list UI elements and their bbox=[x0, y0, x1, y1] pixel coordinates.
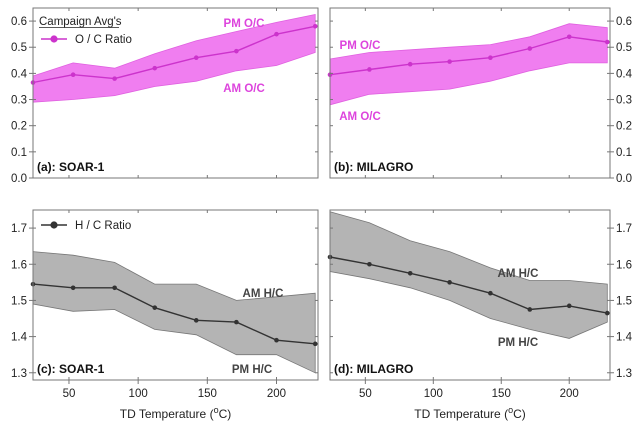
series-line bbox=[329, 36, 608, 76]
y-tick-label: 1.5 bbox=[616, 295, 632, 307]
data-point bbox=[234, 319, 239, 325]
y-tick-label: 0.1 bbox=[11, 147, 27, 159]
band-lower-label: AM O/C bbox=[223, 83, 265, 95]
y-tick-label: 1.4 bbox=[616, 332, 633, 344]
plot-frame bbox=[32, 7, 319, 179]
y-tick-label: 0.5 bbox=[11, 42, 27, 54]
y-tick-label: 0.0 bbox=[11, 173, 27, 185]
plot-frame bbox=[329, 7, 611, 179]
data-point bbox=[407, 270, 413, 276]
y-tick-label: 0.2 bbox=[11, 121, 27, 133]
data-point bbox=[604, 310, 610, 316]
y-tick-label: 0.3 bbox=[11, 95, 27, 107]
band-lower-label: PM H/C bbox=[498, 337, 538, 349]
x-axis-label: TD Temperature (oC) bbox=[414, 405, 526, 421]
plot-frame bbox=[32, 209, 319, 381]
y-tick-label: 1.3 bbox=[11, 368, 27, 380]
data-point bbox=[604, 39, 610, 45]
y-tick-label: 0.5 bbox=[616, 42, 632, 54]
panel-a: 0.0 0.1 0.2 0.3 0.4 0.5 0.6 (a): SOAR-1 PM O/C AM… bbox=[11, 7, 319, 185]
legend-label: O / C Ratio bbox=[75, 34, 132, 46]
data-point bbox=[112, 76, 117, 81]
data-point bbox=[312, 24, 318, 29]
y-tick-label: 1.4 bbox=[11, 332, 28, 344]
x-tick-label: 200 bbox=[560, 388, 579, 400]
x-tick-label: 50 bbox=[63, 388, 76, 400]
y-tick-label: 1.6 bbox=[616, 259, 632, 271]
series-line bbox=[32, 283, 316, 345]
series-line bbox=[329, 256, 608, 314]
data-point bbox=[367, 67, 372, 72]
data-point bbox=[152, 305, 158, 310]
y-tick-label: 0.6 bbox=[11, 16, 27, 28]
data-point bbox=[566, 303, 572, 309]
panel-label: (c): SOAR-1 bbox=[37, 362, 105, 376]
data-point bbox=[152, 65, 158, 71]
y-tick-label: 1.7 bbox=[616, 223, 632, 235]
panel-label: (a): SOAR-1 bbox=[37, 160, 105, 174]
x-tick-label: 100 bbox=[129, 388, 148, 400]
data-point bbox=[312, 341, 318, 347]
band-upper-label: AM H/C bbox=[243, 288, 284, 300]
band-upper-label: AM H/C bbox=[498, 268, 539, 280]
data-point bbox=[112, 285, 117, 291]
x-tick-label: 150 bbox=[492, 388, 511, 400]
panel-label: (b): MILAGRO bbox=[334, 160, 413, 174]
data-point bbox=[193, 55, 199, 60]
range-band bbox=[329, 23, 608, 106]
y-tick-label: 0.6 bbox=[616, 16, 632, 28]
y-tick-label: 0.3 bbox=[616, 95, 632, 107]
data-point bbox=[527, 46, 533, 51]
legend-label: H / C Ratio bbox=[75, 220, 131, 232]
y-tick-label: 1.6 bbox=[11, 259, 27, 271]
legend-marker bbox=[50, 35, 58, 43]
data-point bbox=[234, 48, 239, 54]
y-tick-label: 0.1 bbox=[616, 147, 632, 159]
legend-title: Campaign Avg's bbox=[39, 16, 122, 28]
band-lower-label: PM H/C bbox=[232, 364, 272, 376]
x-tick-label: 150 bbox=[198, 388, 217, 400]
series-line bbox=[32, 25, 316, 84]
data-point bbox=[488, 290, 493, 296]
x-axis-label: TD Temperature (oC) bbox=[120, 405, 232, 421]
range-band bbox=[329, 211, 608, 339]
band-upper-label: PM O/C bbox=[340, 40, 381, 52]
y-tick-label: 0.4 bbox=[616, 68, 633, 80]
panel-d: 1.3 1.4 1.5 1.6 1.7 50 100 150 200 TD Temperature… bbox=[327, 209, 633, 421]
data-point bbox=[274, 337, 279, 343]
data-point bbox=[407, 61, 413, 67]
data-point bbox=[70, 285, 76, 291]
data-point bbox=[193, 318, 199, 323]
y-tick-label: 0.0 bbox=[616, 173, 632, 185]
data-point bbox=[566, 34, 572, 40]
panel-label: (d): MILAGRO bbox=[334, 362, 413, 376]
plot-frame bbox=[329, 209, 611, 381]
x-tick-label: 200 bbox=[267, 388, 286, 400]
panel-b: 0.0 0.1 0.2 0.3 0.4 0.5 0.6 (b): MILAGRO PM O/C A… bbox=[327, 7, 633, 185]
data-point bbox=[274, 31, 279, 37]
y-tick-label: 1.3 bbox=[616, 368, 632, 380]
band-lower-label: AM O/C bbox=[339, 111, 381, 123]
data-point bbox=[447, 280, 452, 285]
y-tick-label: 0.2 bbox=[616, 121, 632, 133]
x-tick-label: 50 bbox=[359, 388, 372, 400]
data-point bbox=[367, 261, 372, 267]
data-point bbox=[70, 72, 76, 77]
y-tick-label: 0.4 bbox=[11, 68, 28, 80]
range-band bbox=[32, 14, 316, 103]
y-tick-label: 1.7 bbox=[11, 223, 27, 235]
band-upper-label: PM O/C bbox=[224, 18, 265, 30]
x-tick-label: 100 bbox=[424, 388, 443, 400]
data-point bbox=[488, 55, 493, 60]
data-point bbox=[447, 59, 452, 64]
panel-c: 1.3 1.4 1.5 1.6 1.7 50 100 150 200 TD Temperature… bbox=[11, 209, 319, 421]
y-tick-label: 1.5 bbox=[11, 295, 27, 307]
legend-marker bbox=[50, 221, 58, 229]
data-point bbox=[527, 307, 533, 312]
